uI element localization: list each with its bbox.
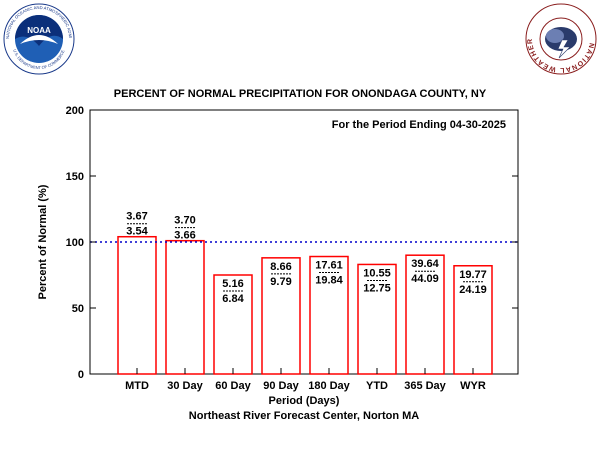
noaa-text: NOAA (27, 26, 51, 35)
normal-label: 19.84 (315, 275, 343, 287)
y-axis-label: Percent of Normal (%) (37, 184, 49, 299)
normal-label: 44.09 (411, 273, 439, 285)
noaa-logo: NATIONAL OCEANIC AND ATMOSPHERIC ADMINIS… (2, 2, 75, 75)
x-tick-label: 90 Day (263, 380, 299, 392)
y-tick-label: 200 (66, 105, 84, 117)
chart-title: PERCENT OF NORMAL PRECIPITATION FOR ONON… (114, 88, 487, 100)
y-tick-label: 0 (78, 369, 84, 381)
nws-logo: NATIONAL WEATHER SERVICE (524, 2, 597, 75)
bar-30-day (165, 239, 205, 375)
x-tick-label: YTD (366, 380, 388, 392)
observed-label: 19.77 (459, 269, 487, 281)
y-tick-label: 50 (72, 303, 84, 315)
x-tick-label: WYR (460, 380, 486, 392)
bar-180-day (309, 255, 349, 375)
observed-label: 3.70 (174, 215, 195, 227)
observed-label: 39.64 (411, 258, 439, 270)
chart-subtitle: For the Period Ending 04-30-2025 (332, 119, 506, 131)
x-tick-label: 60 Day (215, 380, 251, 392)
observed-label: 17.61 (315, 260, 343, 272)
normal-label: 9.79 (270, 276, 291, 288)
bar-mtd (117, 235, 157, 375)
normal-label: 3.54 (126, 226, 148, 238)
x-axis-label: Period (Days) (269, 395, 340, 407)
x-tick-label: MTD (125, 380, 149, 392)
observed-label: 8.66 (270, 261, 291, 273)
normal-label: 24.19 (459, 284, 487, 296)
bar-365-day (405, 254, 445, 375)
observed-label: 5.16 (222, 278, 243, 290)
observed-label: 3.67 (126, 211, 147, 223)
x-tick-label: 30 Day (167, 380, 203, 392)
y-tick-label: 100 (66, 237, 84, 249)
y-tick-label: 150 (66, 171, 84, 183)
observed-label: 10.55 (363, 267, 391, 279)
bar-ytd (357, 263, 397, 375)
normal-label: 3.66 (174, 230, 195, 242)
normal-label: 12.75 (363, 282, 391, 294)
chart-credit: Northeast River Forecast Center, Norton … (189, 410, 419, 422)
normal-label: 6.84 (222, 293, 244, 305)
x-tick-label: 180 Day (308, 380, 350, 392)
x-tick-label: 365 Day (404, 380, 446, 392)
